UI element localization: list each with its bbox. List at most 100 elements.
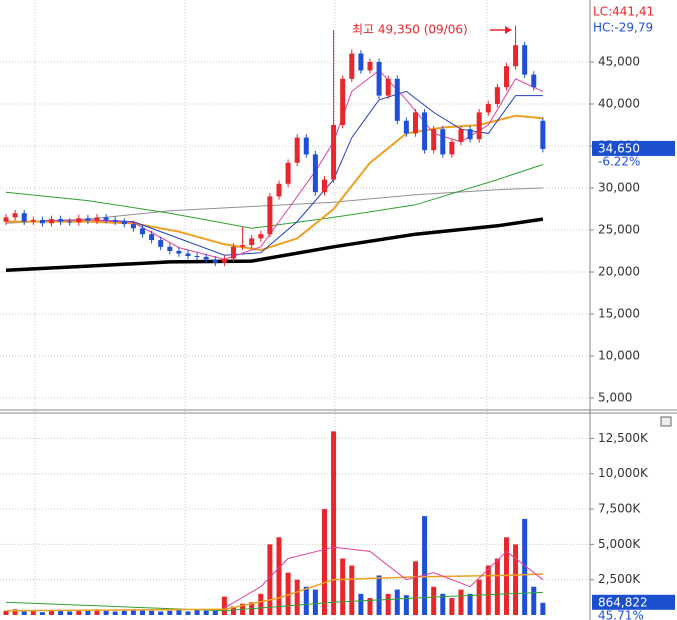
- volume-bar: [167, 610, 173, 615]
- y-tick-label: 25,000: [598, 222, 640, 236]
- candle-body: [349, 53, 355, 79]
- volume-bar: [121, 610, 127, 615]
- volume-bar: [258, 593, 264, 615]
- volume-bar: [394, 589, 400, 615]
- candle-body: [112, 219, 118, 222]
- volume-bar: [76, 610, 82, 615]
- volume-bar: [531, 586, 537, 615]
- volume-bar: [58, 610, 64, 615]
- volume-bar: [203, 610, 209, 615]
- panel-icon[interactable]: [660, 416, 672, 427]
- volume-bar: [458, 589, 464, 615]
- moving-average: [5, 591, 543, 612]
- candle-body: [376, 61, 382, 96]
- volume-bar: [221, 596, 227, 615]
- volume-bar: [467, 593, 473, 615]
- volume-bar: [367, 598, 373, 615]
- candle-body: [403, 120, 409, 134]
- volume-bar: [139, 610, 145, 615]
- volume-bar: [21, 611, 27, 615]
- volume-bar: [303, 586, 309, 615]
- volume-bar: [494, 558, 500, 615]
- moving-average: [5, 217, 544, 273]
- candle-body: [249, 238, 255, 246]
- change-label: -6.22%: [598, 154, 640, 168]
- volume-bar: [440, 593, 446, 615]
- y-tick-label: 40,000: [598, 96, 640, 110]
- volume-bar: [431, 586, 437, 615]
- candle-body: [221, 258, 227, 263]
- candle-body: [285, 162, 291, 184]
- candle-body: [176, 250, 182, 254]
- candle-body: [167, 246, 173, 251]
- volume-bar: [540, 602, 546, 615]
- candle-body: [458, 129, 464, 142]
- y-tick-label: 5,000: [598, 390, 632, 404]
- volume-bar: [412, 561, 418, 615]
- volume-bar: [103, 610, 109, 615]
- y-tick-label: 2,500K: [598, 572, 641, 586]
- volume-bar: [39, 612, 45, 615]
- candle-body: [485, 103, 491, 113]
- y-tick-label: 15,000: [598, 306, 640, 320]
- volume-bar: [67, 611, 73, 615]
- volume-bar: [112, 611, 118, 615]
- candle-body: [340, 78, 346, 125]
- candle-body: [49, 219, 55, 224]
- candle-body: [294, 137, 300, 163]
- candle-body: [331, 124, 337, 180]
- moving-average: [224, 546, 544, 609]
- candle-body: [394, 78, 400, 121]
- volume-bar: [267, 544, 273, 615]
- candle-body: [121, 221, 127, 225]
- volume-bar: [321, 509, 327, 615]
- candle-body: [321, 179, 327, 193]
- volume-bar: [130, 609, 136, 615]
- candle-body: [513, 45, 519, 67]
- volume-bar: [194, 609, 200, 615]
- volume-bar: [12, 609, 18, 615]
- candle-body: [431, 129, 437, 151]
- candle-body: [58, 219, 64, 222]
- volume-bar: [331, 431, 337, 615]
- lc-indicator: LC:441,41: [593, 5, 654, 19]
- volume-bar: [294, 579, 300, 615]
- candle-body: [3, 217, 9, 222]
- moving-average: [5, 164, 544, 229]
- candle-body: [103, 217, 109, 220]
- annotation-arrowhead: [505, 26, 512, 34]
- volume-bar: [349, 565, 355, 615]
- volume-bar: [176, 610, 182, 615]
- candle-body: [531, 74, 537, 88]
- candle-body: [440, 129, 446, 155]
- candle-body: [467, 129, 473, 140]
- candle-body: [303, 137, 309, 155]
- candle-body: [449, 141, 455, 155]
- volume-bar: [158, 611, 164, 615]
- y-tick-label: 5,000K: [598, 537, 641, 551]
- volume-bar: [340, 558, 346, 615]
- volume-bar: [476, 579, 482, 615]
- volume-bar: [30, 610, 36, 615]
- value-tag-label: 864,822: [598, 595, 648, 609]
- y-tick-label: 12,500K: [598, 431, 649, 445]
- candle-body: [76, 218, 82, 223]
- candle-body: [540, 120, 546, 149]
- candle-body: [85, 218, 91, 221]
- candle-body: [367, 61, 373, 71]
- candle-body: [258, 234, 264, 239]
- volume-bar: [3, 610, 9, 615]
- value-tag: [592, 594, 675, 610]
- volume-bar: [285, 572, 291, 615]
- volume-bar: [403, 595, 409, 615]
- moving-average: [5, 573, 543, 612]
- candle-body: [39, 219, 45, 224]
- candle-body: [503, 66, 509, 88]
- candle-body: [267, 196, 273, 235]
- volume-bar: [376, 575, 382, 615]
- volume-bar: [49, 610, 55, 615]
- candle-body: [12, 213, 18, 218]
- volume-bar: [522, 518, 528, 615]
